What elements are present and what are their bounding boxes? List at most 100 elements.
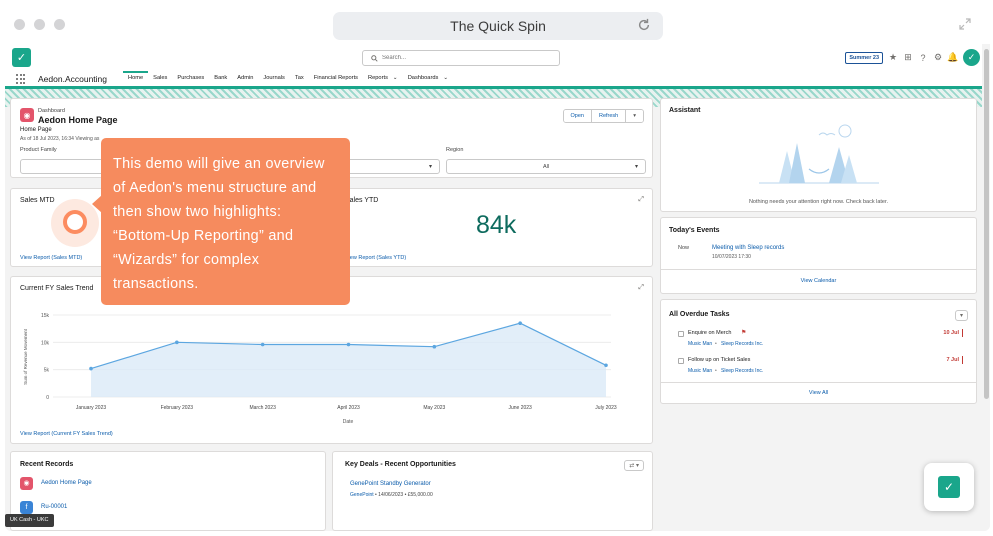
event-datetime: 10/07/2023 17:30 — [712, 254, 751, 260]
view-all-tasks-link[interactable]: View All — [808, 390, 829, 396]
nav-item-dashboards[interactable]: Dashboards — [407, 75, 439, 81]
header-actions: Summer 23 ★ ⊞ ? ⚙ 🔔 ✓ — [845, 49, 980, 66]
deals-filter-button[interactable]: ⇄ ▾ — [624, 460, 644, 471]
recent-record-link[interactable]: Aedon Home Page — [41, 480, 92, 486]
release-badge[interactable]: Summer 23 — [845, 51, 883, 64]
task-due-marker — [961, 329, 963, 337]
add-icon[interactable]: ⊞ — [904, 52, 912, 62]
help-icon[interactable]: ? — [920, 52, 926, 63]
scrollbar[interactable] — [982, 44, 990, 531]
event-time-label: Now — [678, 245, 690, 251]
aedon-logo-icon[interactable]: ✓ — [12, 48, 31, 67]
refresh-button[interactable]: Refresh — [591, 110, 627, 122]
deal-detail-text: • 14/06/2023 • £55,000.00 — [373, 492, 433, 498]
data-point — [260, 342, 265, 347]
task-name[interactable]: Enquire on Merch — [688, 330, 732, 336]
task-what-link[interactable]: Sleep Records Inc. — [721, 368, 764, 374]
app-launcher-icon[interactable] — [16, 74, 26, 84]
nav-item-purchases[interactable]: Purchases — [177, 75, 205, 81]
chevron-down-icon[interactable]: ⌄ — [392, 75, 398, 81]
search-input[interactable] — [382, 55, 552, 61]
recent-records-card: Recent Records ◉ Aedon Home Page f Ru-00… — [10, 451, 326, 531]
task-what-link[interactable]: Sleep Records Inc. — [721, 341, 764, 347]
open-button[interactable]: Open — [563, 110, 592, 122]
favorite-icon[interactable]: ★ — [888, 52, 898, 62]
view-calendar-link[interactable]: View Calendar — [800, 278, 837, 284]
trend-report-link[interactable]: View Report (Current FY Sales Trend) — [20, 431, 113, 437]
sales-ytd-value: 84k — [476, 211, 517, 239]
x-tick-label: July 2023 — [595, 405, 617, 411]
avatar[interactable]: ✓ — [963, 49, 980, 66]
window-controls — [14, 19, 65, 30]
y-axis-title: Sum of Revenue Movement — [23, 328, 28, 385]
task-checkbox[interactable] — [678, 358, 684, 364]
nav-item-admin[interactable]: Admin — [237, 75, 254, 81]
settings-icon[interactable]: ⚙ — [933, 52, 943, 62]
global-search[interactable] — [362, 50, 560, 66]
expand-icon[interactable]: ⤢ — [638, 284, 644, 291]
event-link[interactable]: Meeting with Sleep records — [712, 245, 785, 251]
tooltip-arrow — [92, 195, 102, 213]
record-icon: f — [20, 501, 33, 514]
scrollbar-thumb[interactable] — [984, 49, 989, 399]
address-bar[interactable]: The Quick Spin — [333, 12, 663, 40]
assistant-empty-text: Nothing needs your attention right now. … — [748, 199, 889, 205]
data-point — [89, 366, 93, 371]
aedon-logo-icon: ✓ — [938, 476, 960, 498]
y-tick-label: 15k — [41, 313, 50, 319]
company-badge[interactable]: UK Cash - UKC — [5, 514, 54, 527]
dashboard-actions: Open Refresh ▾ — [562, 109, 644, 123]
global-header: ✓ Summer 23 ★ ⊞ ? ⚙ 🔔 ✓ — [5, 44, 990, 71]
x-tick-label: June 2023 — [508, 405, 532, 411]
chevron-down-icon: ▾ — [634, 164, 638, 170]
filter-region[interactable]: All ▾ — [446, 159, 646, 174]
deal-account-link[interactable]: GenePoint — [350, 492, 374, 498]
y-tick-label: 5k — [44, 368, 50, 374]
assistant-card: Assistant Nothing needs your attention r… — [660, 98, 977, 212]
page-title: The Quick Spin — [450, 18, 546, 34]
expand-icon[interactable]: ⤢ — [638, 196, 644, 203]
expand-icon[interactable] — [959, 18, 971, 30]
browser-chrome: The Quick Spin — [0, 0, 993, 44]
x-tick-label: January 2023 — [76, 405, 107, 411]
task-who-link[interactable]: Music Man — [688, 341, 713, 347]
nav-item-financial-reports[interactable]: Financial Reports — [313, 75, 358, 81]
nav-item-journals[interactable]: Journals — [263, 75, 285, 81]
recent-record-link[interactable]: Ru-00001 — [41, 504, 68, 510]
task-name[interactable]: Follow up on Ticket Sales — [688, 357, 751, 363]
nav-item-bank[interactable]: Bank — [214, 75, 228, 81]
empty-state-illustration — [759, 124, 879, 184]
x-axis-title: Date — [343, 419, 354, 425]
notifications-icon[interactable]: 🔔 — [947, 52, 959, 62]
task-date: 7 Jul — [946, 357, 959, 363]
key-deals-title: Key Deals - Recent Opportunities — [345, 461, 456, 468]
nav-item-tax[interactable]: Tax — [294, 75, 304, 81]
dashboard-icon: ◉ — [20, 477, 33, 490]
events-title: Today's Events — [669, 227, 720, 234]
deal-link[interactable]: GenePoint Standby Generator — [350, 481, 431, 487]
nav-item-reports[interactable]: Reports — [368, 75, 388, 81]
chevron-down-icon[interactable]: ▾ — [626, 110, 643, 122]
chevron-down-icon[interactable]: ▾ — [954, 310, 968, 321]
data-point — [518, 321, 522, 325]
tour-launcher-button[interactable]: ✓ — [924, 463, 974, 511]
key-deals-card: Key Deals - Recent Opportunities ⇄ ▾ Gen… — [332, 451, 653, 531]
sales-trend-chart: 0 5k 10k 15k January 2023 February 2023 March … — [23, 313, 617, 425]
chevron-down-icon[interactable]: ⌄ — [443, 75, 449, 81]
search-icon — [371, 54, 378, 62]
x-tick-label: March 2023 — [249, 405, 276, 411]
deal-detail: GenePoint • 14/06/2023 • £55,000.00 — [350, 492, 433, 498]
nav-item-sales[interactable]: Sales — [153, 75, 168, 81]
nav-item-home[interactable]: Home — [123, 71, 149, 86]
close-window-button[interactable] — [14, 19, 25, 30]
sales-ytd-title: Sales YTD — [345, 197, 379, 204]
reload-icon[interactable] — [637, 18, 651, 32]
task-row: Enquire on Merch ⚑ 10 Jul Music Man • Sleep R… — [678, 329, 964, 352]
maximize-window-button[interactable] — [54, 19, 65, 30]
task-checkbox[interactable] — [678, 331, 684, 337]
task-who-link[interactable]: Music Man — [688, 368, 713, 374]
dashboard-subtitle: Home Page — [20, 127, 52, 133]
sales-mtd-report-link[interactable]: View Report (Sales MTD) — [20, 255, 83, 261]
sales-ytd-report-link[interactable]: View Report (Sales YTD) — [345, 255, 407, 261]
minimize-window-button[interactable] — [34, 19, 45, 30]
